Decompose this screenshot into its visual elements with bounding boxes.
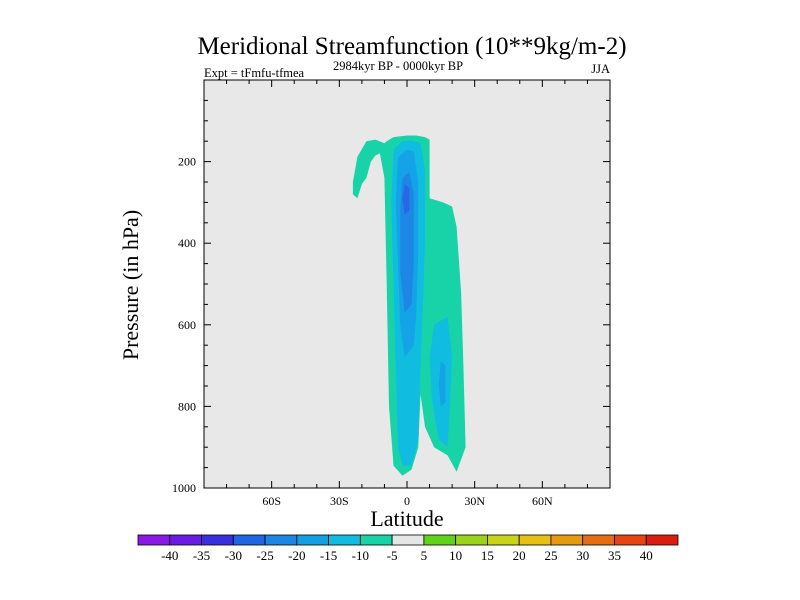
colorbar-swatch-0: [137, 534, 171, 546]
colorbar-swatch-7: [359, 534, 393, 546]
y-axis-label: Pressure (in hPa): [118, 210, 143, 360]
x-tick-label-2: 0: [404, 494, 410, 508]
colorbar-swatch-10: [455, 534, 488, 546]
axes-layer: 60S 30S 0 30N 60N 200 400 600 800 1000: [172, 80, 610, 508]
x-tick-label-1: 30S: [330, 494, 349, 508]
colorbar-swatch-12: [518, 534, 552, 546]
colorbar-label-0: -40: [161, 548, 178, 563]
y-tick-label-1: 400: [178, 236, 196, 250]
contour-layer: [352, 135, 466, 476]
colorbar-label-14: 35: [608, 548, 621, 563]
colorbar: -40 -35 -30 -25 -20 -15 -10 -5 5 10 15 20 25 30 35 40: [137, 534, 679, 563]
y-tick-label-0: 200: [178, 155, 196, 169]
colorbar-label-15: 40: [640, 548, 653, 563]
colorbar-label-1: -35: [193, 548, 210, 563]
colorbar-label-6: -10: [352, 548, 369, 563]
subtitle-right: JJA: [591, 62, 610, 76]
plot-area: 60S 30S 0 30N 60N 200 400 600 800 1000: [172, 79, 611, 508]
contour-region-6: [438, 361, 446, 407]
colorbar-label-8: 5: [421, 548, 428, 563]
colorbar-label-3: -25: [256, 548, 273, 563]
colorbar-swatch-13: [550, 534, 584, 546]
colorbar-label-9: 10: [449, 548, 462, 563]
colorbar-label-4: -20: [288, 548, 305, 563]
colorbar-swatch-9: [423, 534, 457, 546]
colorbar-swatch-15: [614, 534, 647, 546]
subtitle-center: 2984kyr BP - 0000kyr BP: [333, 59, 463, 73]
colorbar-swatch-16: [645, 534, 679, 546]
contour-region-3: [400, 171, 414, 313]
colorbar-swatch-4: [264, 534, 298, 546]
colorbar-swatch-1: [169, 534, 202, 546]
x-tick-label-3: 30N: [464, 494, 485, 508]
colorbar-label-7: -5: [387, 548, 398, 563]
colorbar-swatch-2: [201, 534, 234, 546]
x-axis-label: Latitude: [370, 506, 443, 531]
colorbar-label-2: -30: [225, 548, 242, 563]
colorbar-swatch-8: [391, 534, 425, 546]
subtitle-left: Expt = tFmfu-tfmea: [204, 66, 305, 80]
colorbar-label-5: -15: [320, 548, 337, 563]
x-tick-label-0: 60S: [262, 494, 281, 508]
y-tick-label-4: 1000: [172, 481, 196, 495]
colorbar-swatch-3: [232, 534, 266, 546]
colorbar-label-12: 25: [544, 548, 557, 563]
colorbar-label-11: 20: [513, 548, 526, 563]
y-tick-label-2: 600: [178, 318, 196, 332]
chart-title: Meridional Streamfunction (10**9kg/m-2): [197, 33, 626, 60]
colorbar-swatch-6: [328, 534, 361, 546]
contour-region-4: [402, 184, 410, 215]
colorbar-swatch-5: [296, 534, 329, 546]
colorbar-label-13: 30: [576, 548, 589, 563]
colorbar-swatch-11: [487, 534, 520, 546]
colorbar-swatch-14: [582, 534, 615, 546]
x-tick-label-4: 60N: [532, 494, 553, 508]
colorbar-label-10: 15: [481, 548, 494, 563]
y-tick-label-3: 800: [178, 399, 196, 413]
